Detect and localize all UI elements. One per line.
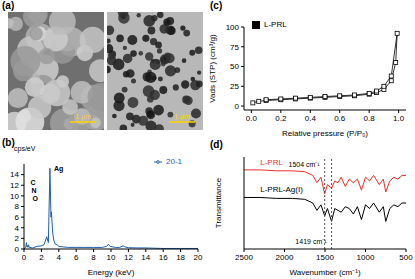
- svg-text:Transmittance: Transmittance: [214, 177, 223, 228]
- svg-text:8: 8: [15, 202, 20, 211]
- svg-text:0.4: 0.4: [305, 114, 317, 123]
- svg-text:Vads (STP) (cm³/g): Vads (STP) (cm³/g): [208, 34, 217, 103]
- svg-text:0.6: 0.6: [334, 114, 346, 123]
- svg-text:2: 2: [15, 234, 20, 243]
- html-text:L-PRL: L-PRL: [264, 20, 287, 29]
- svg-text:C: C: [30, 179, 35, 186]
- svg-text:50: 50: [230, 62, 239, 71]
- svg-text:4: 4: [57, 253, 62, 262]
- svg-text:0.0: 0.0: [246, 114, 258, 123]
- svg-text:1419 cm⁻¹: 1419 cm⁻¹: [295, 238, 327, 245]
- svg-text:L-PRL-Ag(I): L-PRL-Ag(I): [260, 185, 303, 194]
- svg-text:14: 14: [141, 253, 150, 262]
- html-text:(b): (b): [2, 137, 15, 148]
- html-text:cps/eV: cps/eV: [14, 145, 36, 152]
- svg-text:1500: 1500: [316, 253, 334, 262]
- svg-text:Relative pressure (P/P₀): Relative pressure (P/P₀): [282, 129, 368, 138]
- svg-text:1 μm: 1 μm: [75, 113, 91, 121]
- svg-text:1504 cm⁻¹: 1504 cm⁻¹: [288, 161, 320, 168]
- svg-text:0: 0: [15, 245, 20, 254]
- svg-text:4: 4: [15, 224, 20, 233]
- html-text:(d): (d): [210, 139, 223, 150]
- svg-text:25: 25: [230, 82, 239, 91]
- svg-text:6: 6: [74, 253, 79, 262]
- svg-text:L-PRL: L-PRL: [260, 158, 283, 167]
- svg-text:1 μm: 1 μm: [174, 113, 190, 121]
- svg-text:2500: 2500: [235, 253, 253, 262]
- svg-text:14: 14: [10, 170, 19, 179]
- svg-text:10: 10: [10, 192, 19, 201]
- svg-text:0.2: 0.2: [275, 114, 287, 123]
- svg-text:Energy (keV): Energy (keV): [88, 268, 135, 277]
- svg-text:6: 6: [15, 213, 20, 222]
- svg-text:75: 75: [230, 43, 239, 52]
- svg-text:0: 0: [22, 253, 27, 262]
- svg-text:8: 8: [91, 253, 96, 262]
- html-text:20-1: 20-1: [166, 157, 182, 166]
- svg-text:0: 0: [235, 102, 240, 111]
- svg-text:1.0: 1.0: [393, 114, 405, 123]
- svg-text:1000: 1000: [357, 253, 375, 262]
- svg-text:12: 12: [10, 181, 19, 190]
- html-text:(c): (c): [210, 0, 223, 11]
- svg-text:10: 10: [107, 253, 116, 262]
- svg-text:16: 16: [159, 253, 168, 262]
- svg-text:N: N: [31, 187, 36, 194]
- svg-text:O: O: [33, 195, 39, 202]
- svg-text:Ag: Ag: [54, 165, 63, 173]
- svg-text:2: 2: [39, 253, 44, 262]
- svg-text:0.8: 0.8: [364, 114, 376, 123]
- svg-text:18: 18: [176, 253, 185, 262]
- html-text:(a): (a): [2, 0, 15, 11]
- svg-text:2000: 2000: [276, 253, 294, 262]
- svg-text:100: 100: [226, 23, 240, 32]
- svg-text:500: 500: [399, 253, 413, 262]
- svg-text:20: 20: [194, 253, 203, 262]
- svg-text:Wavenumber (cm⁻¹): Wavenumber (cm⁻¹): [289, 268, 360, 277]
- svg-text:12: 12: [124, 253, 133, 262]
